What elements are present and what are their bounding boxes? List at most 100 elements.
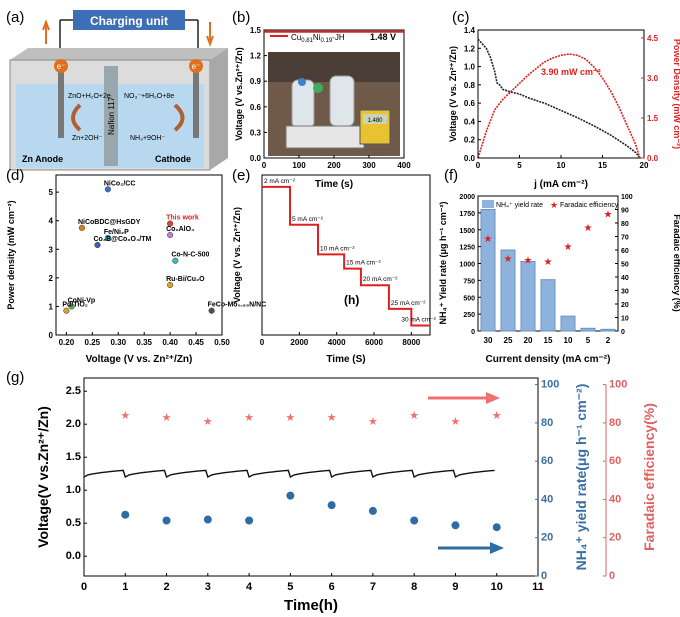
y2-tick-label: 0.0 <box>647 154 659 163</box>
photo-flask-right <box>329 75 355 127</box>
y3-tick-label: 40 <box>609 493 621 505</box>
membrane-label: Nafion 117 <box>107 96 116 135</box>
f-ticks: 0 250 500 750 1000 1250 1500 1750 2000 0 10 20 30 40 5… <box>459 194 632 336</box>
step-label: 15 mA cm⁻² <box>346 260 381 267</box>
y2-tick-label: 60 <box>541 455 553 467</box>
scatter-label: This work <box>166 215 199 222</box>
y-tick-label: 1500 <box>459 228 475 235</box>
y3-tick-label: 60 <box>609 455 621 467</box>
panel-label-c: (c) <box>452 9 470 26</box>
fe-star: ★ <box>544 257 553 268</box>
y2-tick-label: 3.0 <box>647 74 659 83</box>
d-points: NiCo₂/CC This work NiCoBDC@HsGDY Fe/Ni₂P Co₂… <box>62 180 267 314</box>
legend-label: Cu0.81Ni0.19-JH <box>291 33 345 44</box>
y2-tick-label: 10 <box>621 316 629 323</box>
scatter-point <box>94 241 101 249</box>
yield-point <box>162 516 171 525</box>
y3-axis-label: Faradaic efficiency(%) <box>641 403 657 551</box>
panel-g: (g) ★ ★ ★ ★ ★ ★ ★ ★ ★ ★ 0 1 2 3 4 5 6 7 8 9 10 11 0.0 0.5 1.0 1.… <box>6 369 657 614</box>
cathode-rod <box>193 66 199 138</box>
cathode-reaction-bottom: NH₃+9OH⁻ <box>130 135 165 142</box>
photo-stopper-green <box>313 83 323 93</box>
x-axis-label: j (mA cm⁻²) <box>533 179 588 190</box>
y-axis-label: NH₄⁺ Yield rate (μg h⁻¹ cm⁻²) <box>438 201 448 324</box>
f-bars: 30 25 20 15 10 5 2 <box>480 209 616 345</box>
x-tick-label: 2000 <box>290 338 308 347</box>
scatter-point <box>167 220 174 227</box>
x-tick-label: 25 <box>504 336 513 345</box>
yield-point <box>327 501 336 510</box>
scatter-point <box>104 186 111 193</box>
x-tick-label: 100 <box>292 161 306 170</box>
y2-tick-label: 1.5 <box>647 114 659 123</box>
fe-star: ★ <box>244 412 254 424</box>
step-label: 10 mA cm⁻² <box>320 245 355 252</box>
panel-d-frame <box>55 174 223 336</box>
scatter-label: NiCo₂/CC <box>104 180 136 187</box>
x-tick-label: 0.40 <box>162 338 178 347</box>
scatter-point <box>63 307 70 314</box>
y-tick-label: 2.0 <box>66 418 81 430</box>
panel-e-frame <box>261 174 431 336</box>
y-tick-label: 0.9 <box>250 77 262 86</box>
y2-tick-label: 0 <box>541 570 547 582</box>
bar <box>480 209 496 332</box>
y-tick-label: 2000 <box>459 194 475 201</box>
x-axis-label: Voltage (V vs. Zn²⁺/Zn) <box>86 354 193 365</box>
y3-tick-label: 80 <box>609 417 621 429</box>
y-tick-label: 1000 <box>459 262 475 269</box>
y2-tick-label: 40 <box>621 275 629 282</box>
fe-star: ★ <box>484 234 493 245</box>
x-axis-label: Time (s) <box>315 179 353 190</box>
panel-label-d: (d) <box>6 167 24 184</box>
charging-unit-label: Charging unit <box>90 14 168 28</box>
yield-point <box>492 523 501 532</box>
fe-star: ★ <box>120 410 130 422</box>
cathode-reaction-top: NO₃⁻+6H₂O+8e <box>124 93 174 100</box>
e-step-labels: 2 mA cm⁻² 5 mA cm⁻² 10 mA cm⁻² 15 mA cm⁻² 20… <box>264 178 437 324</box>
scatter-label: FeCo-Mo₀.₈₅N/NC <box>208 302 267 309</box>
y-tick-label: 0.0 <box>66 550 81 562</box>
panel-label-a: (a) <box>6 9 24 26</box>
series-voltage-curve <box>477 38 641 159</box>
y2-tick-label: 60 <box>621 248 629 255</box>
bar <box>580 327 596 332</box>
y2-tick-label: 90 <box>621 208 629 215</box>
y2-axis-label: Faradaic efficiency (%) <box>672 214 680 312</box>
arrow-up-icon <box>42 19 50 44</box>
tank-top <box>10 48 228 60</box>
yield-point <box>451 521 460 530</box>
y3-tick-label: 100 <box>609 379 627 391</box>
x-axis-label: Time(h) <box>284 597 338 614</box>
voltage-annotation: 1.48 V <box>370 32 396 42</box>
x-tick-label: 9 <box>452 581 458 593</box>
y-tick-label: 750 <box>463 278 475 285</box>
yield-point <box>203 515 212 524</box>
panel-label-g: (g) <box>6 369 24 386</box>
x-tick-label: 0 <box>260 338 265 347</box>
scatter-label: Co-N-C-500 <box>171 252 209 259</box>
y2-axis-label: NH₄⁺ yield rate(μg h⁻¹ cm⁻²) <box>573 384 589 571</box>
y2-tick-label: 80 <box>541 417 553 429</box>
bar <box>540 279 556 332</box>
y-tick-label: 500 <box>463 295 475 302</box>
y-axis-label: Voltage (V vs. Zn²⁺/Zn) <box>232 207 242 303</box>
fe-star: ★ <box>451 416 461 428</box>
fe-star: ★ <box>492 410 502 422</box>
photo-multimeter-screen <box>363 114 387 124</box>
scatter-label: Pd/TiO₂ <box>62 302 88 309</box>
x-tick-label: 11 <box>532 581 544 593</box>
scatter-point <box>172 257 179 264</box>
panel-d: (d) NiCo₂/CC This work NiCoBDC@HsGDY Fe/Ni₂… <box>6 167 266 365</box>
panel-c-frame <box>477 29 645 159</box>
anode-cycle-arrow <box>71 103 82 132</box>
step-label: 20 mA cm⁻² <box>363 276 398 283</box>
y2-tick-label: 70 <box>621 235 629 242</box>
f-stars: ★ ★ ★ ★ ★ ★ ★ <box>484 210 613 268</box>
fe-arrow-head <box>486 392 500 404</box>
fe-star: ★ <box>285 412 295 424</box>
y-tick-label: 1 <box>49 302 54 311</box>
arrow-down-icon <box>206 22 214 47</box>
anode-reaction-bottom: Zn+2OH⁻ <box>72 135 103 142</box>
y-tick-label: 1.4 <box>464 26 476 35</box>
